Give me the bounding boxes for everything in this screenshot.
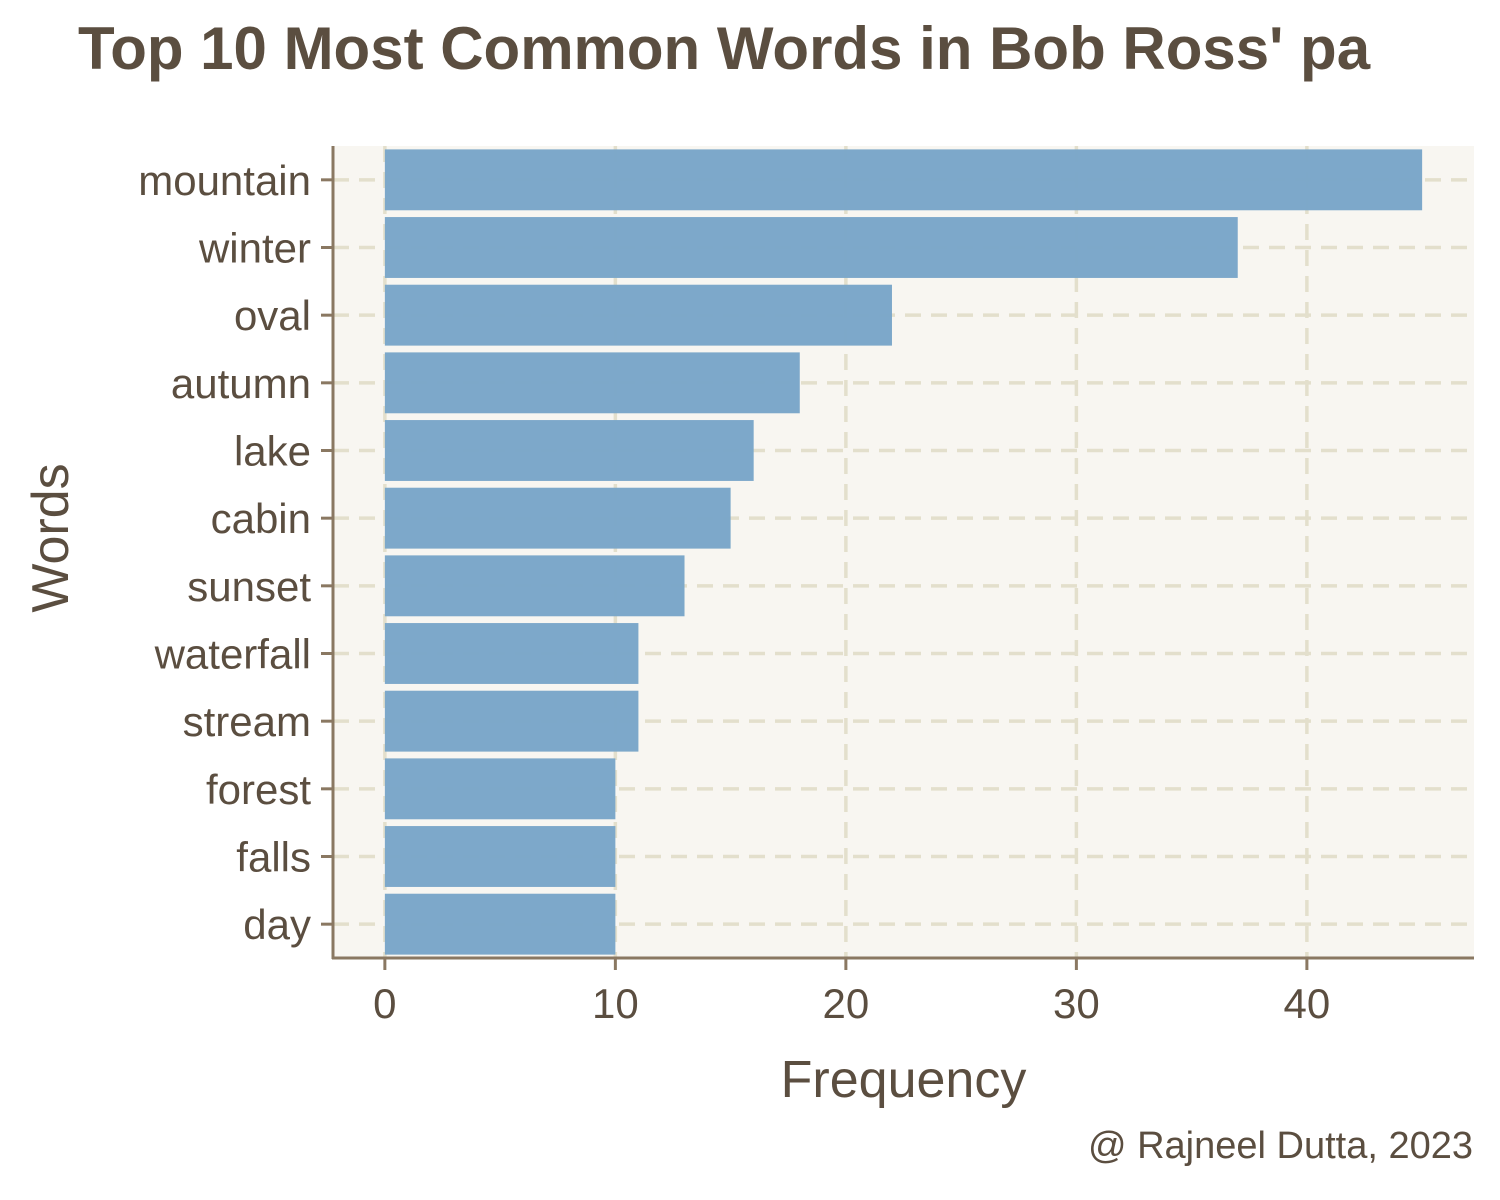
y-tick-label: mountain (138, 157, 311, 204)
bar-mountain (384, 149, 1423, 211)
x-tick-label: 0 (373, 980, 396, 1027)
bar-waterfall (384, 623, 639, 684)
chart-caption: @ Rajneel Dutta, 2023 (1087, 1125, 1473, 1167)
bar-cabin (384, 487, 731, 549)
y-tick-label: forest (206, 766, 311, 813)
y-tick-label: oval (234, 292, 311, 339)
bar-winter (384, 217, 1238, 278)
x-tick-label: 40 (1284, 980, 1331, 1027)
y-tick-label: waterfall (154, 631, 311, 678)
y-tick-label: winter (198, 225, 311, 272)
chart-title: Top 10 Most Common Words in Bob Ross' pa (78, 15, 1371, 82)
x-tick-label: 20 (823, 980, 870, 1027)
y-tick-label: lake (234, 428, 311, 475)
y-tick-label: stream (183, 698, 311, 745)
bar-stream (384, 690, 639, 752)
bar-sunset (384, 555, 685, 617)
bar-forest (384, 758, 616, 820)
plot-panel (333, 146, 1474, 958)
bar-lake (384, 420, 754, 481)
y-tick-label: autumn (171, 360, 311, 407)
x-tick-label: 10 (592, 980, 639, 1027)
y-tick-label: cabin (211, 495, 311, 542)
bar-falls (384, 826, 616, 887)
y-axis-title: Words (22, 463, 80, 612)
bar-autumn (384, 352, 800, 414)
y-tick-label: sunset (187, 563, 311, 610)
bar-day (384, 893, 616, 955)
y-tick-label: day (243, 901, 311, 948)
y-tick-label: falls (236, 834, 311, 881)
x-tick-label: 30 (1053, 980, 1100, 1027)
bar-oval (384, 284, 892, 346)
x-axis-title: Frequency (781, 1051, 1027, 1109)
